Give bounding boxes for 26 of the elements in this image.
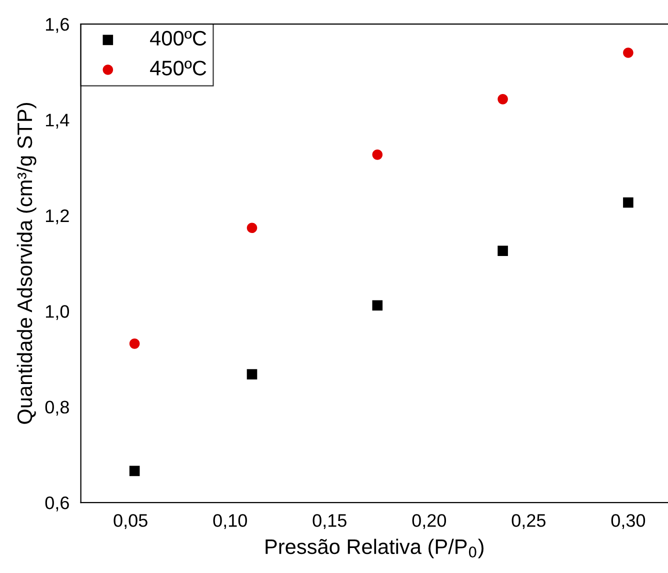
legend-label: 400ºC [150, 30, 206, 46]
y-tick-label: 1,6 [46, 18, 69, 33]
x-axis-title: Pressão Relativa (P/P$_{0}$) [266, 538, 484, 558]
point [623, 48, 634, 58]
x-tick-label: 0,20 [412, 514, 446, 530]
y-tick-label: 0,8 [45, 400, 69, 416]
point [498, 94, 508, 104]
x-tick-label: 0,05 [114, 514, 148, 530]
point [623, 197, 634, 208]
point [246, 222, 258, 234]
legend-label: 450ºC [150, 60, 206, 76]
x-tick-label: 0,25 [512, 514, 546, 530]
y-tick-label: 1,4 [46, 114, 70, 129]
y-tick-label: 1,0 [46, 305, 70, 320]
point [372, 300, 383, 311]
x-tick-label: 0,10 [213, 514, 247, 530]
y-tick-label: 1,2 [46, 209, 69, 224]
point [129, 338, 140, 349]
x-tick-label: 0,15 [312, 514, 346, 530]
point [498, 246, 508, 256]
point [246, 369, 258, 380]
y-axis-title: Quantidade Adsorvida (cm³/g STP) [16, 103, 36, 424]
x-tick-label: 0,30 [611, 514, 646, 530]
y-tick-label: 0,6 [45, 496, 69, 512]
point [129, 466, 140, 476]
point [372, 150, 383, 160]
